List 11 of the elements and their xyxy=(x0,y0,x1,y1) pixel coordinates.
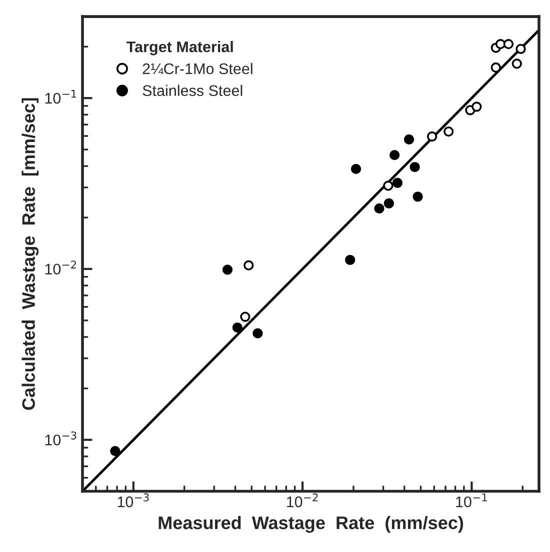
legend-label: Stainless Steel xyxy=(142,84,242,96)
x-tick-label: 10$^{−1}$ xyxy=(456,493,487,508)
y-axis-title: Calculated Wastage Rate [mm/sec] xyxy=(22,98,39,410)
y-tick-label: 10$^{−3}$ xyxy=(45,431,76,446)
x-tick-label: 10$^{−2}$ xyxy=(286,493,318,508)
x-tick-label: 10$^{−3}$ xyxy=(118,493,149,508)
y-tick-label: 10$^{−1}$ xyxy=(45,90,76,104)
y-tick-label: 10$^{−2}$ xyxy=(45,260,76,275)
legend-title: Target Material xyxy=(126,41,233,56)
x-axis-title: Measured Wastage Rate (mm/sec) xyxy=(158,516,464,533)
legend-label: 2¼Cr-1Mo Steel xyxy=(142,62,252,74)
